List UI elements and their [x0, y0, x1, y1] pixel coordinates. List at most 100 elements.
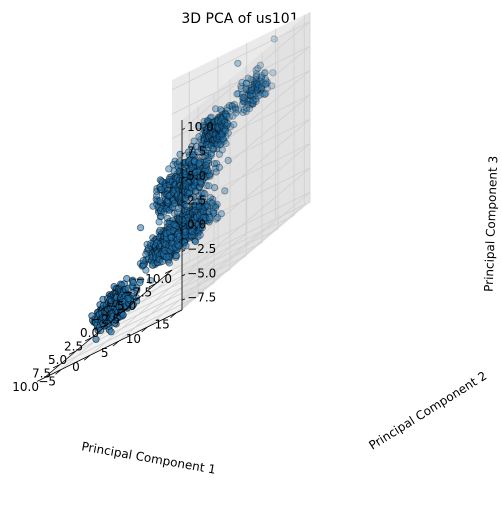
- z-gridline: [171, 118, 311, 228]
- scatter-point: [208, 128, 216, 136]
- scatter-point: [237, 82, 245, 90]
- scatter-point: [213, 135, 221, 143]
- scatter-point: [192, 215, 200, 223]
- scatter-point: [182, 177, 190, 186]
- scatter-point: [170, 196, 178, 204]
- scatter-point: [212, 202, 220, 210]
- scatter-point: [205, 159, 213, 167]
- scatter-point: [191, 219, 199, 227]
- scatter-point: [177, 223, 185, 231]
- scatter-point: [184, 171, 192, 179]
- scatter-point: [206, 138, 214, 146]
- scatter-point: [193, 171, 201, 179]
- scatter-point: [251, 96, 259, 104]
- scatter-point: [246, 101, 254, 109]
- scatter-point: [184, 167, 192, 175]
- scatter-point: [210, 145, 218, 153]
- scatter-point: [189, 173, 198, 181]
- scatter-point: [162, 205, 170, 213]
- scatter-point: [184, 225, 192, 233]
- y-gridline: [60, 71, 190, 370]
- scatter-point: [177, 227, 185, 235]
- scatter-point: [260, 69, 268, 78]
- scatter-point: [209, 136, 217, 144]
- scatter-point: [188, 233, 196, 241]
- scatter-point: [190, 137, 198, 145]
- scatter-point: [199, 153, 207, 161]
- scatter-point: [186, 229, 194, 237]
- scatter-point: [187, 178, 195, 186]
- scatter-point: [208, 199, 216, 207]
- scatter-point: [194, 174, 202, 182]
- scatter-point: [178, 213, 187, 221]
- scatter-point: [190, 217, 198, 225]
- scatter-point: [259, 90, 267, 98]
- scatter-point: [244, 100, 252, 109]
- y-tick-mark: [55, 369, 62, 375]
- scatter-point: [197, 215, 205, 223]
- scatter-point: [173, 192, 181, 200]
- scatter-point: [189, 170, 197, 178]
- scatter-point: [159, 251, 167, 259]
- z-tick-mark: [181, 152, 186, 155]
- z-gridline: [171, 21, 311, 131]
- scatter-point: [173, 170, 181, 178]
- scatter-point: [153, 239, 161, 247]
- scatter-point: [175, 216, 184, 224]
- scatter-point: [261, 90, 269, 98]
- scatter-point: [190, 158, 198, 166]
- scatter-point: [189, 212, 198, 220]
- scatter-point: [201, 202, 210, 211]
- scatter-point: [165, 219, 173, 228]
- scatter-point: [185, 168, 193, 176]
- scatter-point: [214, 124, 222, 132]
- scatter-point: [177, 239, 185, 247]
- scatter-point: [191, 181, 199, 189]
- scatter-point: [175, 242, 183, 250]
- scatter-point: [190, 231, 198, 239]
- scatter-point: [196, 162, 204, 170]
- scatter-point: [209, 207, 217, 215]
- scatter-point: [194, 220, 202, 228]
- scatter-point: [168, 178, 177, 186]
- scatter-point: [211, 131, 219, 139]
- scatter-point: [209, 145, 217, 153]
- scatter-point: [170, 235, 178, 244]
- scatter-point: [195, 173, 203, 181]
- scatter-point: [187, 231, 195, 239]
- scatter-point: [208, 136, 216, 144]
- scatter-point: [170, 186, 178, 194]
- scatter-point: [184, 223, 192, 231]
- scatter-point: [189, 218, 197, 226]
- scatter-point: [210, 130, 218, 138]
- scatter-point: [188, 169, 196, 177]
- scatter-point: [169, 228, 177, 236]
- scatter-point: [197, 208, 205, 216]
- scatter-point: [187, 217, 195, 225]
- scatter-point: [221, 110, 229, 118]
- scatter-point: [196, 217, 204, 225]
- scatter-point: [199, 147, 208, 155]
- scatter-point: [168, 233, 176, 241]
- scatter-point: [184, 215, 192, 223]
- scatter-point: [205, 126, 213, 134]
- scatter-point: [204, 138, 212, 146]
- scatter-point: [186, 167, 194, 175]
- scatter-point: [176, 217, 184, 225]
- scatter-point: [193, 220, 201, 228]
- scatter-point: [249, 86, 257, 94]
- scatter-point: [184, 148, 193, 156]
- scatter-point: [262, 80, 271, 88]
- scatter-point: [200, 214, 208, 222]
- scatter-point: [220, 125, 228, 133]
- scatter-point: [197, 205, 205, 213]
- scatter-point: [167, 229, 175, 237]
- scatter-point: [261, 90, 269, 98]
- scatter-point: [182, 225, 190, 233]
- scatter-point: [184, 227, 192, 235]
- scatter-point: [179, 242, 187, 250]
- scatter-point: [172, 172, 180, 180]
- scatter-point: [176, 175, 184, 183]
- scatter-point: [214, 115, 222, 124]
- scatter-point: [188, 225, 196, 233]
